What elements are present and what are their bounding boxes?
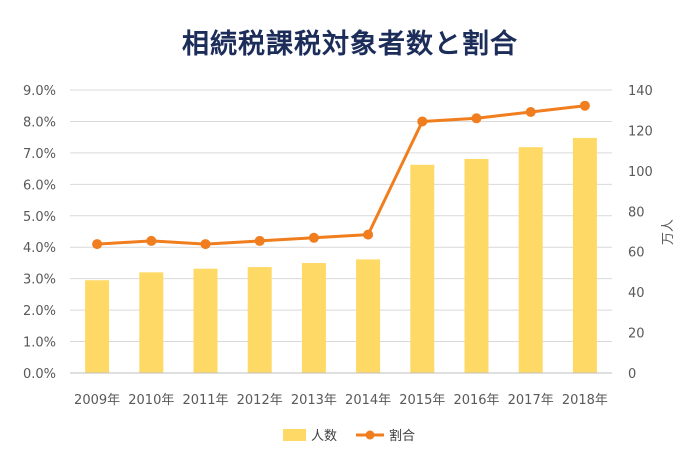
line-point: [579, 100, 590, 111]
line-path: [97, 104, 586, 246]
x-tick-label: 2009年: [74, 393, 120, 408]
legend-label-line: 割合: [389, 428, 415, 444]
x-tick-label: 2016年: [453, 393, 499, 408]
line-point: [200, 239, 211, 250]
line-point: [308, 232, 319, 243]
bar: [572, 137, 597, 373]
bar: [464, 158, 489, 373]
line-point: [92, 239, 103, 250]
line-point: [525, 107, 536, 118]
bar: [247, 267, 272, 373]
chart-title: 相続税課税対象者数と割合: [182, 29, 518, 60]
bar: [518, 147, 543, 373]
x-tick-label: 2012年: [237, 393, 283, 408]
legend-swatch-marker: [365, 430, 375, 440]
y-right-tick-label: 100: [628, 165, 653, 180]
y-left-tick-label: 1.0%: [23, 336, 56, 351]
left-axis: 0.0% 1.0% 2.0% 3.0% 4.0% 5.0% 6.0% 7.0% 8.0% 9.0%: [23, 84, 56, 382]
y-left-tick-label: 7.0%: [23, 147, 56, 162]
y-left-tick-label: 3.0%: [23, 273, 56, 288]
bar: [139, 272, 164, 373]
line-point: [471, 113, 482, 124]
y-right-tick-label: 60: [628, 246, 645, 261]
y-left-tick-label: 0.0%: [23, 367, 56, 382]
bar: [356, 259, 381, 373]
line-point: [363, 229, 374, 240]
x-tick-label: 2015年: [399, 393, 445, 408]
x-tick-label: 2011年: [182, 393, 228, 408]
bar: [301, 263, 326, 373]
y-left-tick-label: 4.0%: [23, 241, 56, 256]
y-right-tick-label: 20: [628, 327, 645, 342]
legend-swatch-bar: [283, 429, 306, 441]
x-tick-label: 2014年: [345, 393, 391, 408]
y-right-tick-label: 80: [628, 205, 645, 220]
y-right-tick-label: 120: [628, 124, 653, 139]
line-series: [92, 100, 590, 250]
bar: [193, 268, 218, 373]
legend-label-bar: 人数: [311, 429, 337, 444]
x-tick-label: 2017年: [508, 393, 554, 408]
x-axis: 2009年 2010年 2011年 2012年 2013年 2014年 2015年 2016年…: [70, 372, 612, 408]
y-right-tick-label: 140: [628, 84, 653, 99]
y-left-tick-label: 9.0%: [23, 84, 56, 99]
y-right-axis-title: 万人: [661, 219, 676, 245]
bar: [410, 164, 435, 373]
x-tick-label: 2013年: [291, 393, 337, 408]
legend: 人数 割合: [283, 428, 415, 444]
bar-series: [85, 137, 597, 373]
y-left-tick-label: 5.0%: [23, 210, 56, 225]
line-point: [146, 235, 157, 246]
x-tick-label: 2010年: [128, 393, 174, 408]
line-point: [417, 116, 428, 127]
right-axis: 0 20 40 60 80 100 120 140 万人: [628, 84, 676, 382]
y-left-tick-label: 2.0%: [23, 304, 56, 319]
x-tick-label: 2018年: [562, 393, 608, 408]
y-right-tick-label: 0: [628, 367, 636, 382]
y-left-tick-label: 6.0%: [23, 178, 56, 193]
y-left-tick-label: 8.0%: [23, 115, 56, 130]
y-right-tick-label: 40: [628, 286, 645, 301]
bar: [85, 280, 110, 373]
line-point: [254, 235, 265, 246]
